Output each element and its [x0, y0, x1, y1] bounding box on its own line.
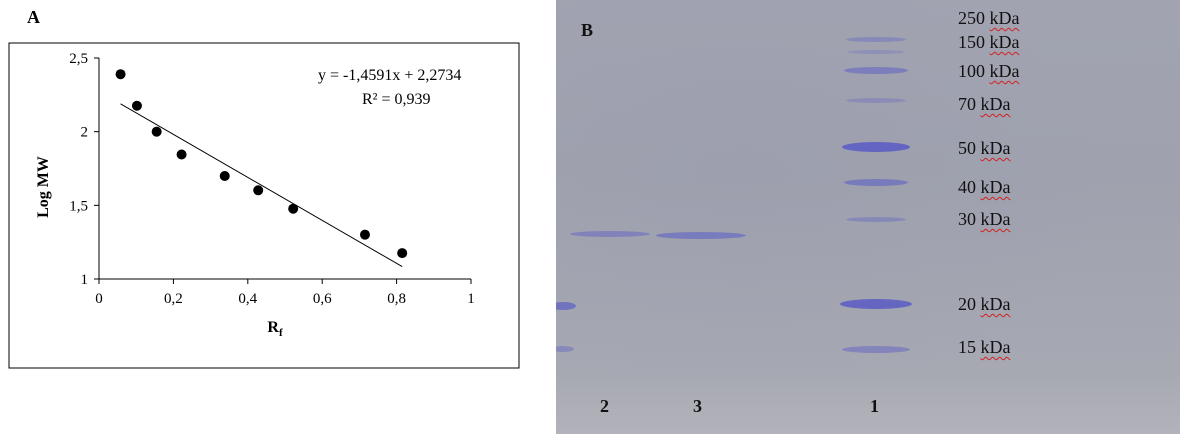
mw-label-50: 50 kDa — [958, 138, 1011, 159]
panel-a-letter: A — [27, 7, 40, 27]
trendline — [120, 103, 403, 268]
mw-label-40: 40 kDa — [958, 177, 1011, 198]
mw-label-20: 20 kDa — [958, 294, 1011, 315]
x-axis-label-subscript: f — [279, 327, 283, 339]
y-tick-label: 1 — [81, 272, 89, 288]
lane-number-2: 2 — [600, 396, 609, 416]
mw-unit: kDa — [980, 294, 1011, 314]
mw-unit: kDa — [989, 32, 1020, 52]
lane-3-band — [656, 232, 746, 239]
x-tick-label: 0,4 — [238, 291, 257, 307]
panel-a: A 0 0,2 0,4 0,6 0,8 1 1 1,5 2 2,5 y = -1,4591x + … — [0, 0, 556, 434]
data-point — [359, 229, 370, 240]
data-point — [176, 149, 187, 160]
mw-unit: kDa — [980, 177, 1011, 197]
marker-band-150 — [848, 50, 904, 54]
marker-band-70 — [846, 98, 906, 103]
edge-band-bottom — [556, 346, 574, 352]
mw-unit: kDa — [980, 209, 1011, 229]
mw-value: 250 — [958, 8, 985, 28]
y-tick-label: 2,5 — [69, 51, 88, 67]
standard-curve-chart: A 0 0,2 0,4 0,6 0,8 1 1 1,5 2 2,5 y = -1,4591x + … — [8, 7, 520, 369]
x-tick-label: 1 — [467, 291, 475, 307]
mw-value: 100 — [958, 61, 985, 81]
marker-band-250 — [846, 37, 906, 42]
chart-ticks: 0 0,2 0,4 0,6 0,8 1 1 1,5 2 2,5 — [69, 51, 475, 307]
marker-band-40 — [844, 179, 908, 186]
r-squared: R² = 0,939 — [362, 91, 431, 108]
mw-unit: kDa — [989, 8, 1020, 28]
mw-label-100: 100 kDa — [958, 61, 1020, 82]
x-tick-label: 0,6 — [313, 291, 332, 307]
panel-b-gel: B 250 kDa 150 kDa 100 kDa 70 kDa 50 kDa … — [556, 0, 1180, 434]
marker-band-20 — [840, 299, 912, 309]
mw-value: 150 — [958, 32, 985, 52]
x-tick-label: 0,8 — [387, 291, 406, 307]
marker-band-30 — [846, 217, 906, 222]
mw-label-150: 150 kDa — [958, 32, 1020, 53]
x-tick-label: 0 — [95, 291, 103, 307]
mw-label-70: 70 kDa — [958, 94, 1011, 115]
marker-band-15 — [842, 346, 910, 353]
mw-label-30: 30 kDa — [958, 209, 1011, 230]
mw-value: 40 — [958, 177, 976, 197]
lane-2-band — [570, 231, 650, 237]
y-tick-label: 2 — [81, 125, 89, 141]
mw-value: 15 — [958, 337, 976, 357]
marker-band-50 — [842, 142, 910, 152]
mw-unit: kDa — [980, 138, 1011, 158]
x-axis-label: Rf — [267, 319, 283, 339]
lane-number-1: 1 — [870, 396, 879, 416]
mw-unit: kDa — [989, 61, 1020, 81]
data-points — [115, 69, 408, 259]
data-point — [115, 69, 126, 80]
lane-number-3: 3 — [693, 396, 702, 416]
mw-value: 20 — [958, 294, 976, 314]
x-axis-label-main: R — [267, 319, 279, 336]
edge-band-top — [556, 302, 576, 310]
regression-equation: y = -1,4591x + 2,2734 — [318, 67, 461, 84]
mw-label-250: 250 kDa — [958, 8, 1020, 29]
y-tick-label: 1,5 — [69, 198, 88, 214]
mw-value: 30 — [958, 209, 976, 229]
data-point — [131, 100, 142, 111]
panel-b-letter: B — [581, 20, 594, 40]
data-point — [397, 248, 408, 259]
mw-unit: kDa — [980, 94, 1011, 114]
data-point — [288, 203, 299, 214]
data-point — [151, 126, 162, 137]
data-point — [219, 171, 230, 182]
x-tick-label: 0,2 — [164, 291, 183, 307]
mw-label-15: 15 kDa — [958, 337, 1011, 358]
marker-band-100 — [844, 67, 908, 74]
y-axis-label: Log MW — [35, 156, 52, 218]
mw-value: 70 — [958, 94, 976, 114]
trendline-group — [120, 103, 403, 268]
mw-value: 50 — [958, 138, 976, 158]
mw-unit: kDa — [980, 337, 1011, 357]
data-point — [253, 185, 264, 196]
chart-axes — [98, 58, 471, 280]
